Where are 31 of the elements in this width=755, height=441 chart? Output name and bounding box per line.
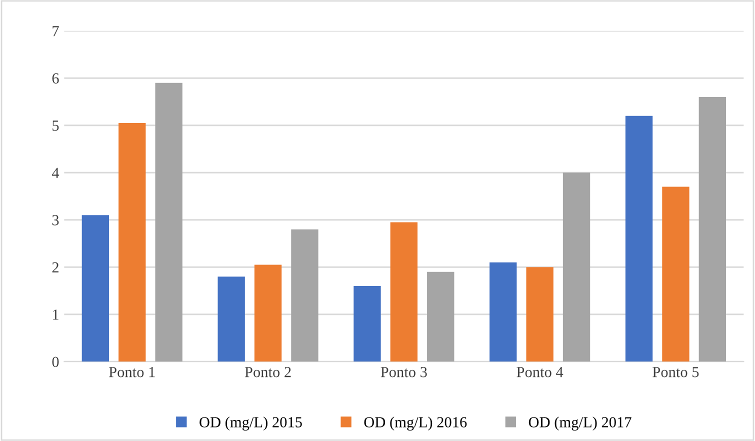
legend-label: OD (mg/L) 2017 — [528, 416, 632, 431]
y-tick-label: 7 — [52, 26, 59, 36]
x-tick-label: Ponto 4 — [516, 367, 564, 378]
x-tick-label: Ponto 2 — [244, 366, 291, 378]
bar — [625, 116, 653, 362]
bar — [82, 215, 110, 362]
y-tick-label: 2 — [52, 262, 58, 272]
bar — [427, 272, 454, 362]
y-tick-label: 6 — [52, 73, 59, 84]
bar — [526, 267, 554, 362]
bar — [390, 222, 418, 362]
y-tick-label: 1 — [53, 310, 58, 320]
bar — [662, 186, 690, 362]
y-tick-label: 5 — [52, 120, 59, 131]
y-tick-label: 4 — [52, 168, 60, 178]
legend-label: OD (mg/L) 2015 — [200, 416, 302, 431]
bar — [490, 262, 517, 362]
bar — [118, 123, 146, 362]
bar — [354, 286, 381, 362]
y-tick-label: 3 — [52, 215, 59, 226]
bar — [254, 264, 282, 362]
x-tick-label: Ponto 5 — [652, 367, 699, 378]
bar — [291, 229, 318, 362]
bar — [218, 276, 245, 362]
x-tick-label: Ponto 1 — [109, 366, 155, 378]
bar — [698, 97, 726, 362]
bar — [155, 82, 182, 362]
y-tick-label: 0 — [52, 356, 59, 368]
x-tick-label: Ponto 3 — [380, 366, 427, 378]
legend-label: OD (mg/L) 2016 — [364, 416, 467, 431]
bar — [562, 172, 590, 362]
